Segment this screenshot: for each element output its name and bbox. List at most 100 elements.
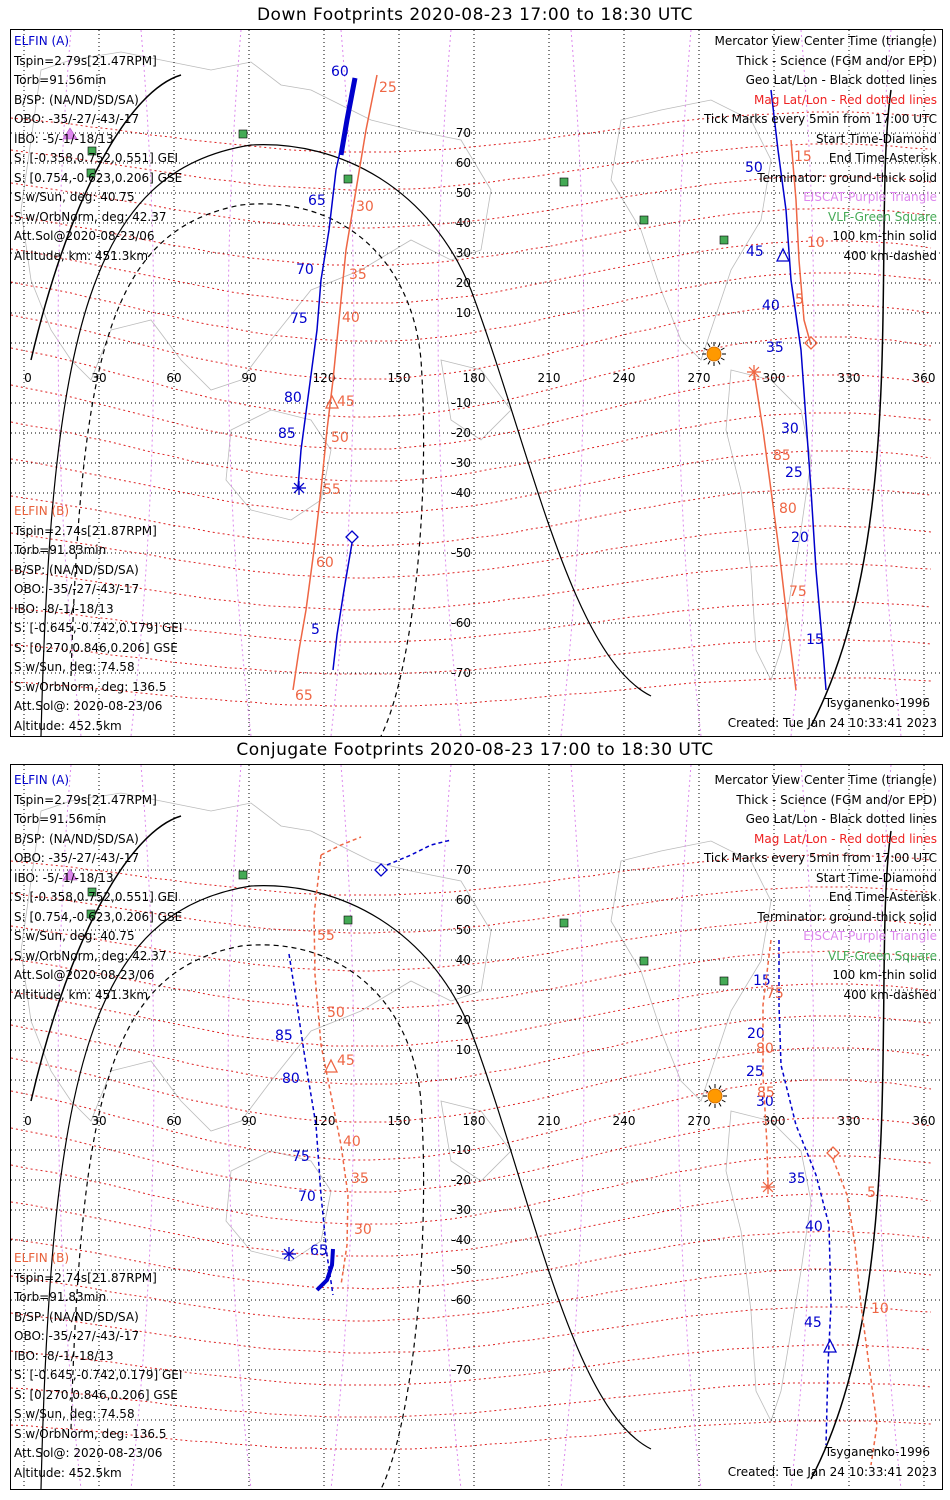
track-tick-label: 50 [327, 1005, 345, 1021]
sun-ray [707, 360, 711, 365]
legend-item: Thick - Science (FGM and/or EPD) [736, 792, 937, 807]
mag-lat-gridline [11, 111, 932, 153]
lat-tick-label: 60 [456, 893, 471, 907]
coastline [440, 1100, 512, 1182]
track-tick-label: 60 [316, 555, 334, 571]
legend-item: Geo Lat/Lon - Black dotted lines [745, 812, 937, 826]
elfin-b-line: Att.Sol@: 2020-08-23/06 [14, 1446, 163, 1460]
elfin-a-line: Torb=91.56min [14, 73, 107, 87]
created-label: Created: Tue Jan 24 10:33:41 2023 [727, 1465, 937, 1479]
track-tick-label: 35 [788, 1171, 806, 1187]
subsolar-point-icon [706, 346, 722, 362]
mag-lat-gridline [11, 1230, 932, 1290]
track-tick-label: 5 [311, 622, 320, 638]
lat-tick-label: -50 [451, 1263, 471, 1277]
lat-tick-label: -50 [451, 546, 471, 560]
elfin-b-line: Tspin=2.74s[21.87RPM] [14, 1270, 157, 1285]
track-tick-label: 5 [867, 1185, 876, 1201]
elfin-a-line: B/SP: (NA/ND/SD/SA) [14, 92, 139, 107]
track-tick-label: 20 [747, 1026, 765, 1042]
sun-ray [707, 343, 711, 348]
legend-item: Start Time-Diamond [815, 870, 937, 885]
mag-lat-gridline [11, 272, 932, 342]
terminator-curve [30, 74, 182, 361]
elfin-a-center-triangle [822, 1338, 838, 1353]
elfin-a-label: ELFIN (A) [14, 34, 70, 48]
mag-lon-gridline [330, 30, 355, 736]
elfin-a-line: Altitude, km: 451.3km [14, 248, 149, 263]
lat-tick-label: 70 [456, 126, 471, 140]
mag-lon-gridline [227, 765, 252, 1489]
legend-item: EISCAT-Purple Triangle [803, 929, 937, 943]
sun-ray [708, 1085, 712, 1090]
legend-item: Start Time-Diamond [815, 131, 937, 146]
vlf-square [238, 870, 248, 880]
mag-lon-gridline [790, 765, 815, 1489]
elfin-a-line: OBO: -35/-27/-43/-17 [14, 112, 140, 126]
map-legend: Mercator View Center Time (triangle) Thi… [704, 771, 937, 1005]
lat-tick-label: -10 [451, 396, 471, 410]
elfin-a-line: OBO: -35/-27/-43/-17 [14, 851, 140, 865]
track-tick-label: 65 [308, 193, 326, 209]
mag-lat-gridline [11, 304, 932, 380]
legend-item: Tick Marks every 5min from 17:00 UTC [703, 851, 937, 865]
track-tick-label: 55 [323, 482, 341, 498]
mag-lat-gridline [11, 854, 932, 896]
track-tick-label: 85 [275, 1028, 293, 1044]
track-tick-label: 20 [791, 530, 809, 546]
mag-lat-gridline [11, 601, 932, 643]
elfin-a-label: ELFIN (A) [14, 773, 70, 787]
vlf-square [86, 909, 96, 919]
lat-tick-label: 50 [456, 186, 471, 200]
elfin-b-label: ELFIN (B) [14, 504, 70, 518]
mag-lon-gridline [677, 30, 702, 736]
legend-item: VLF-Green Square [828, 209, 937, 224]
mag-lon-gridline [560, 30, 585, 736]
coastline [725, 1110, 812, 1423]
track-tick-label: 75 [292, 1149, 310, 1165]
coastline [610, 99, 772, 361]
mag-lon-gridline [877, 30, 902, 736]
lat-tick-label: 20 [456, 1013, 471, 1027]
sun-ray [718, 1102, 722, 1107]
lon-tick-label: 60 [166, 1114, 181, 1128]
lon-tick-label: 270 [688, 371, 711, 385]
coastline [20, 792, 492, 1132]
terminator-curve [30, 815, 182, 1102]
elfin-b-line: Torb=91.83min [14, 543, 107, 557]
vlf-square [719, 235, 729, 245]
lon-tick-label: 30 [91, 371, 106, 385]
lon-tick-label: 0 [24, 1114, 32, 1128]
lat-tick-label: 30 [456, 983, 471, 997]
elfin-b-conj-start [320, 836, 362, 856]
lon-tick-label: 270 [688, 1114, 711, 1128]
lat-tick-label: -60 [451, 616, 471, 630]
elfin-a-line: S w/OrbNorm, deg: 42.37 [14, 948, 167, 963]
track-tick-label: 50 [745, 160, 763, 176]
vlf-square [559, 177, 569, 187]
mag-lat-gridline [11, 1015, 932, 1085]
legend-item: Mercator View Center Time (triangle) [714, 34, 937, 48]
lat-tick-label: 70 [456, 863, 471, 877]
legend-item: Terminator: ground-thick solid [757, 170, 937, 185]
mag-lat-gridline [11, 1344, 932, 1386]
lon-tick-label: 330 [838, 1114, 861, 1128]
sun-ray [720, 347, 725, 351]
elfin-b-line: OBO: -35/-27/-43/-17 [14, 582, 140, 596]
lon-tick-label: 150 [388, 371, 411, 385]
mag-lat-gridline [11, 412, 932, 482]
vlf-square [719, 976, 729, 986]
elfin-a-east-conj-track [778, 940, 832, 1446]
track-tick-label: 70 [298, 1189, 316, 1205]
mag-lat-gridline [11, 1117, 932, 1193]
mag-lon-gridline [560, 765, 585, 1489]
lat-tick-label: 50 [456, 923, 471, 937]
track-tick-label: 80 [282, 1071, 300, 1087]
lat-tick-label: 60 [456, 156, 471, 170]
lon-tick-label: 90 [241, 371, 256, 385]
mag-lat-gridline [11, 983, 932, 1047]
vlf-square [86, 168, 96, 178]
elfin-b-start-diamond [804, 336, 818, 350]
coastline [725, 369, 812, 682]
elfin-a-line: Att.Sol@2020-08-23/06 [14, 229, 155, 243]
